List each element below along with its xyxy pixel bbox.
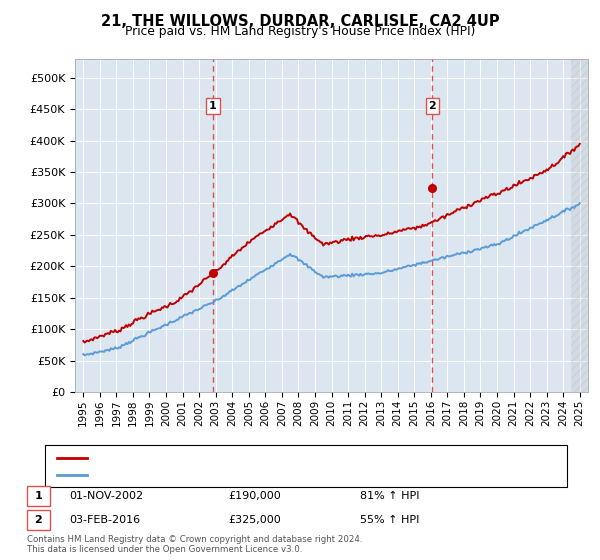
Text: 01-NOV-2002: 01-NOV-2002 (69, 491, 143, 501)
Text: 03-FEB-2016: 03-FEB-2016 (69, 515, 140, 525)
Bar (571, 59, 588, 392)
Text: 2: 2 (35, 515, 42, 525)
Text: This data is licensed under the Open Government Licence v3.0.: This data is licensed under the Open Gov… (27, 545, 302, 554)
Text: Contains HM Land Registry data © Crown copyright and database right 2024.: Contains HM Land Registry data © Crown c… (27, 535, 362, 544)
Text: HPI: Average price, detached house, Cumberland: HPI: Average price, detached house, Cumb… (93, 470, 362, 480)
Text: 81% ↑ HPI: 81% ↑ HPI (360, 491, 419, 501)
Text: 2: 2 (428, 101, 436, 111)
Text: 21, THE WILLOWS, DURDAR, CARLISLE, CA2 4UP: 21, THE WILLOWS, DURDAR, CARLISLE, CA2 4… (101, 14, 499, 29)
Text: Price paid vs. HM Land Registry's House Price Index (HPI): Price paid vs. HM Land Registry's House … (125, 25, 475, 38)
Text: 55% ↑ HPI: 55% ↑ HPI (360, 515, 419, 525)
Text: £325,000: £325,000 (228, 515, 281, 525)
Text: £190,000: £190,000 (228, 491, 281, 501)
Text: 21, THE WILLOWS, DURDAR, CARLISLE, CA2 4UP (detached house): 21, THE WILLOWS, DURDAR, CARLISLE, CA2 4… (93, 453, 458, 463)
Text: 1: 1 (35, 491, 42, 501)
Text: 1: 1 (209, 101, 217, 111)
